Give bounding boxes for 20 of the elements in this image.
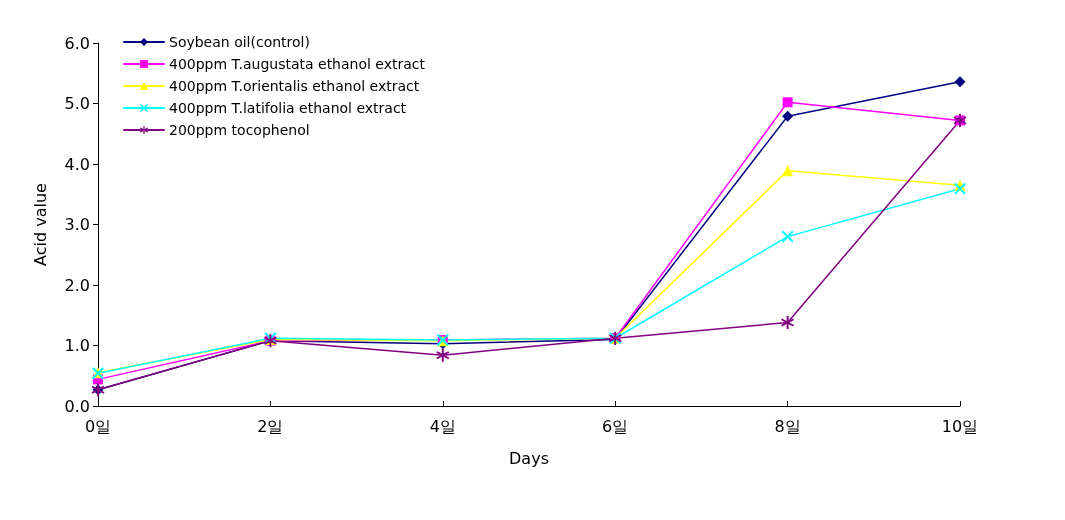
- y-tick-label: 2.0: [64, 275, 90, 295]
- x-tick-label: 4일: [429, 416, 456, 436]
- x-axis-title: Days: [509, 448, 549, 468]
- x-tick-label: 0일: [84, 416, 112, 436]
- x-tick-label: 2일: [257, 416, 284, 436]
- x-tick-label: 10일: [941, 416, 979, 436]
- y-axis-title: Acid value: [30, 183, 50, 266]
- legend-label: 400ppm T.orientalis ethanol extract: [169, 78, 420, 94]
- legend-label: 400ppm T.latifolia ethanol extract: [169, 100, 407, 116]
- x-tick-label: 8일: [774, 416, 801, 436]
- y-tick-label: 6.0: [64, 33, 90, 53]
- y-tick-label: 5.0: [64, 94, 90, 113]
- y-tick-label: 4.0: [64, 154, 90, 174]
- legend-label: 200ppm tocophenol: [169, 122, 310, 138]
- y-tick-label: 0.0: [64, 396, 90, 416]
- legend-label: 400ppm T.augustata ethanol extract: [169, 56, 426, 72]
- y-tick-label: 3.0: [64, 215, 90, 234]
- x-tick-label: 6일: [602, 416, 629, 436]
- legend-label: Soybean oil(control): [169, 34, 310, 50]
- y-tick-label: 1.0: [64, 336, 90, 355]
